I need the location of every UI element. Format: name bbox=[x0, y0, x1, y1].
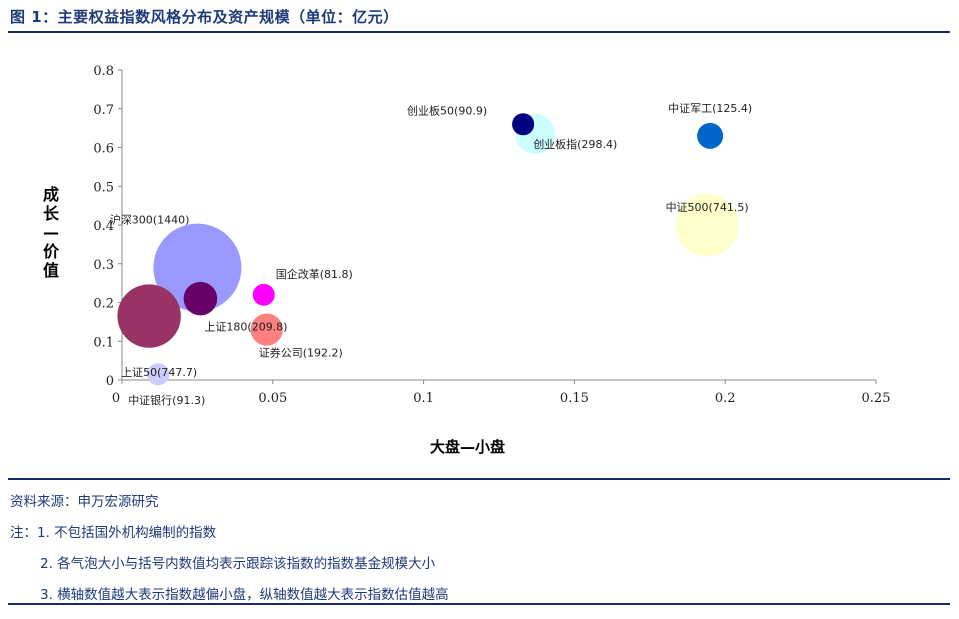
bubble-point bbox=[252, 283, 275, 306]
source-note: 资料来源：申万宏源研究 bbox=[10, 494, 159, 510]
bubble-chart: 0 0.05 0.1 0.15 0.2 0.25 0 0.1 0.2 0.3 0.4 0.5 0.6 0.… bbox=[93, 64, 890, 407]
bubble-point bbox=[697, 122, 724, 149]
x-tick-label: 0.15 bbox=[560, 391, 589, 406]
y-tick-label: 0.5 bbox=[93, 180, 114, 195]
bubble-label: 上证180(209.8) bbox=[204, 321, 287, 334]
x-tick-label: 0 bbox=[112, 391, 120, 406]
bubble-label: 创业板50(90.9) bbox=[407, 103, 487, 117]
bubble-label: 上证50(747.7) bbox=[121, 366, 197, 379]
note-2: 2. 各气泡大小与括号内数值均表示跟踪该指数的指数基金规模大小 bbox=[40, 556, 436, 572]
figure-title: 图 1：主要权益指数风格分布及资产规模（单位：亿元） bbox=[10, 8, 399, 26]
y-tick-label: 0.1 bbox=[93, 335, 114, 350]
title-rule bbox=[8, 31, 950, 33]
bubble-point bbox=[250, 313, 283, 346]
bottom-rule bbox=[8, 603, 950, 605]
y-axis-label: 成长—价值 bbox=[42, 185, 59, 280]
bubble-point bbox=[117, 284, 181, 348]
y-tick-label: 0.8 bbox=[93, 64, 114, 79]
y-tick-label: 0.6 bbox=[93, 142, 114, 157]
y-tick-label: 0.4 bbox=[93, 219, 114, 234]
y-tick-label: 0 bbox=[106, 374, 114, 389]
notes-top-rule bbox=[8, 478, 950, 480]
bubble-label: 沪深300(1440) bbox=[110, 213, 190, 227]
chart-bubbles bbox=[117, 113, 739, 386]
bubble-point bbox=[512, 113, 535, 136]
bubble-point bbox=[147, 363, 170, 386]
chart-bubble-labels: 沪深300(1440) 中证500(741.5) 上证50(747.7) 创业板指(2… bbox=[110, 102, 752, 407]
note-1: 注：1. 不包括国外机构编制的指数 bbox=[10, 525, 217, 541]
bubble-label: 国企改革(81.8) bbox=[276, 267, 353, 281]
y-tick-label: 0.7 bbox=[93, 103, 114, 118]
bubble-label: 中证银行(91.3) bbox=[128, 393, 205, 407]
bubble-label: 中证军工(125.4) bbox=[668, 102, 752, 115]
bubble-point bbox=[675, 193, 739, 257]
y-tick-label: 0.2 bbox=[93, 297, 114, 312]
x-tick-label: 0.25 bbox=[862, 391, 891, 406]
chart-axes: 0 0.05 0.1 0.15 0.2 0.25 0 0.1 0.2 0.3 0.4 0.5 0.6 0.… bbox=[93, 64, 890, 406]
x-tick-label: 0.1 bbox=[413, 391, 434, 406]
bubble-point bbox=[153, 223, 242, 312]
x-axis-label: 大盘—小盘 bbox=[430, 438, 506, 456]
note-3: 3. 横轴数值越大表示指数越偏小盘，纵轴数值越大表示指数估值越高 bbox=[40, 587, 449, 603]
x-tick-label: 0.05 bbox=[258, 391, 287, 406]
bubble-label: 证券公司(192.2) bbox=[259, 346, 343, 360]
bubble-label: 创业板指(298.4) bbox=[533, 137, 617, 151]
bubble-label: 中证500(741.5) bbox=[666, 201, 749, 214]
y-tick-label: 0.3 bbox=[93, 258, 114, 273]
bubble-point bbox=[183, 281, 218, 316]
x-tick-label: 0.2 bbox=[715, 391, 736, 406]
